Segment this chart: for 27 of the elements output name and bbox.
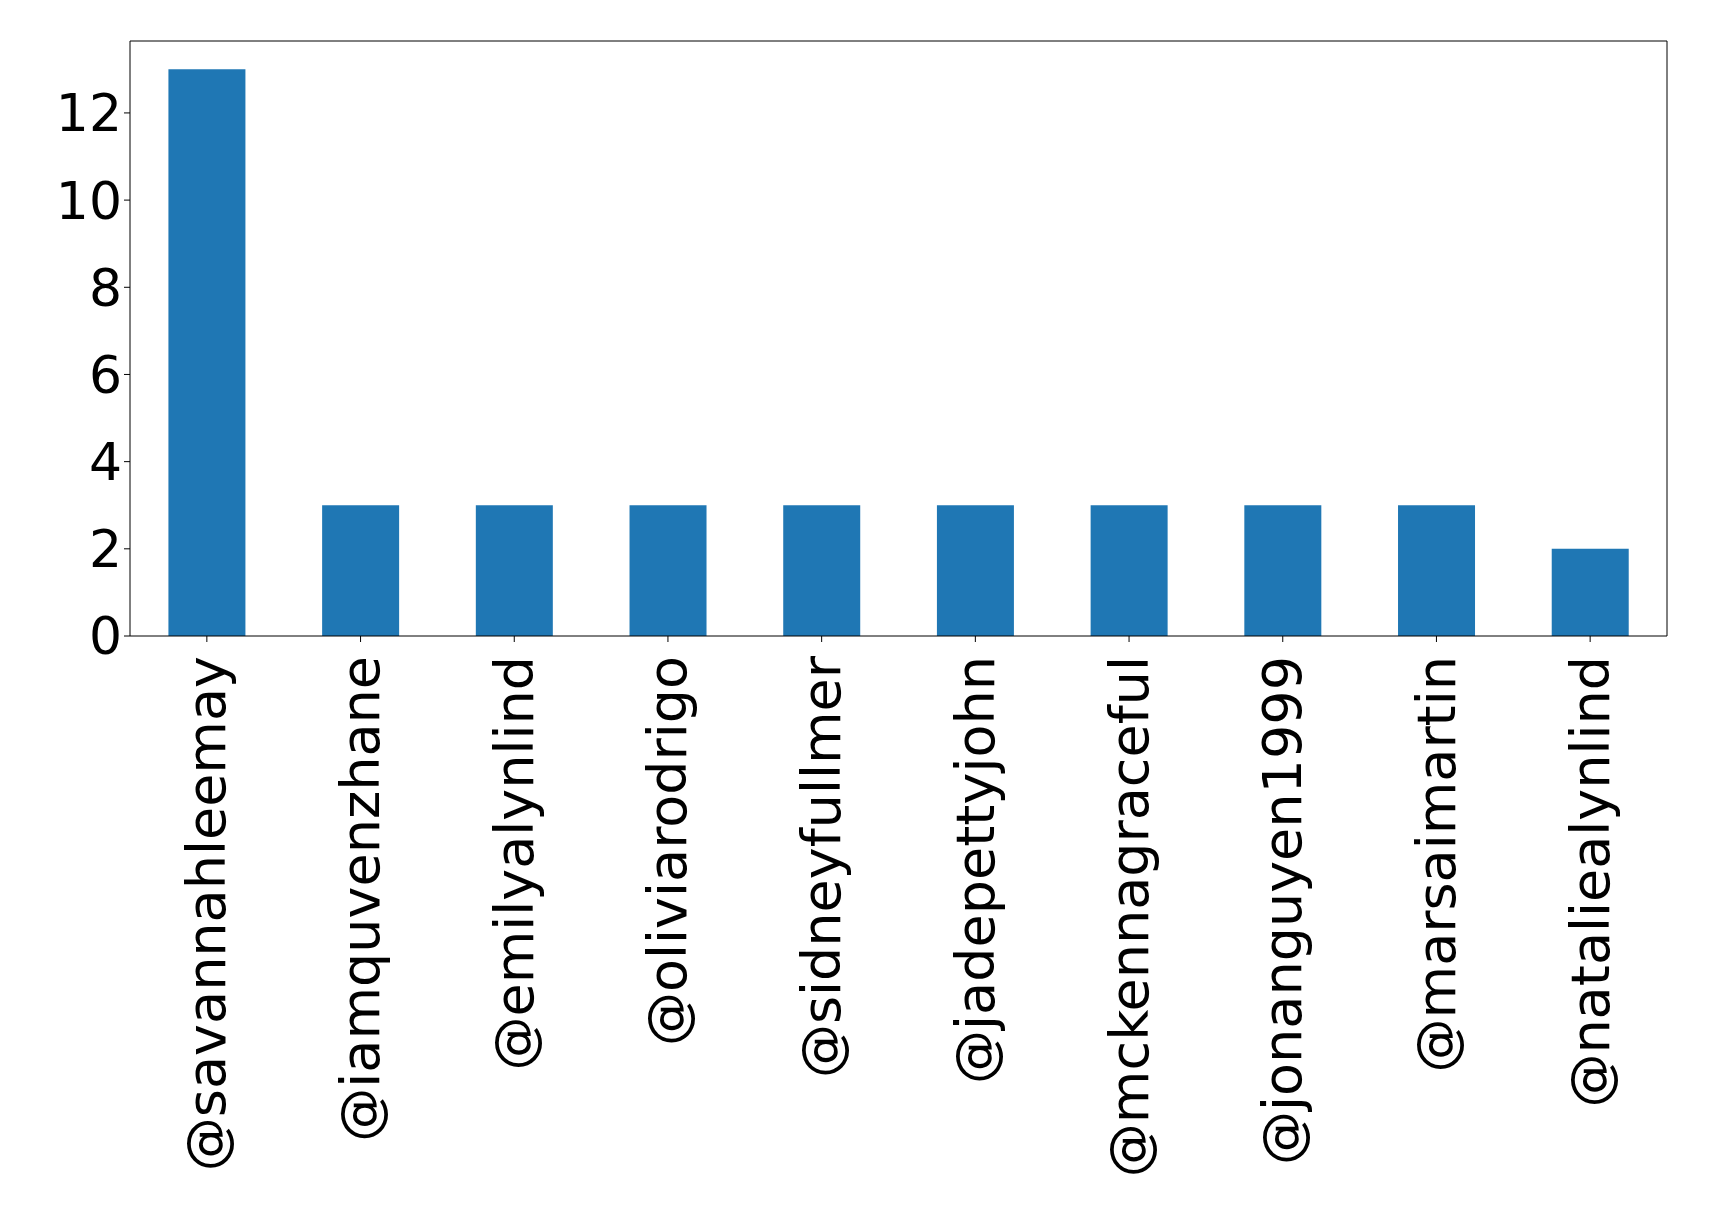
y-tick-label: 0 [88,606,122,667]
y-tick-label: 2 [88,519,122,580]
x-tick-label: @savannahleemay [175,656,239,1172]
y-tick-label: 8 [88,257,122,318]
x-tick-label: @sidneyfullmer [790,655,854,1079]
x-tick-label: @marsaimartin [1404,656,1468,1073]
x-tick-label: @iamquvenzhane [329,656,393,1142]
x-tick-label: @mckennagraceful [1097,656,1161,1178]
x-tick-label: @emilyalynlind [482,656,546,1071]
x-tick-label: @jonanguyen1999 [1251,656,1315,1165]
bar [1244,505,1322,636]
x-tick-label: @jadepettyjohn [943,656,1007,1084]
x-tick-label: @oliviarodrigo [636,656,700,1046]
y-tick-label: 12 [55,83,122,144]
bar [629,505,707,636]
bar [475,505,553,636]
y-tick-label: 10 [55,170,122,231]
y-tick-label: 6 [88,344,122,405]
y-tick-label: 4 [88,432,122,493]
bar [1090,505,1168,636]
bar [1398,505,1476,636]
bar [936,505,1014,636]
x-tick-label: @nataliealynlind [1558,656,1622,1108]
bar [322,505,400,636]
bar [168,69,246,636]
bar [783,505,861,636]
bar [1551,548,1629,636]
